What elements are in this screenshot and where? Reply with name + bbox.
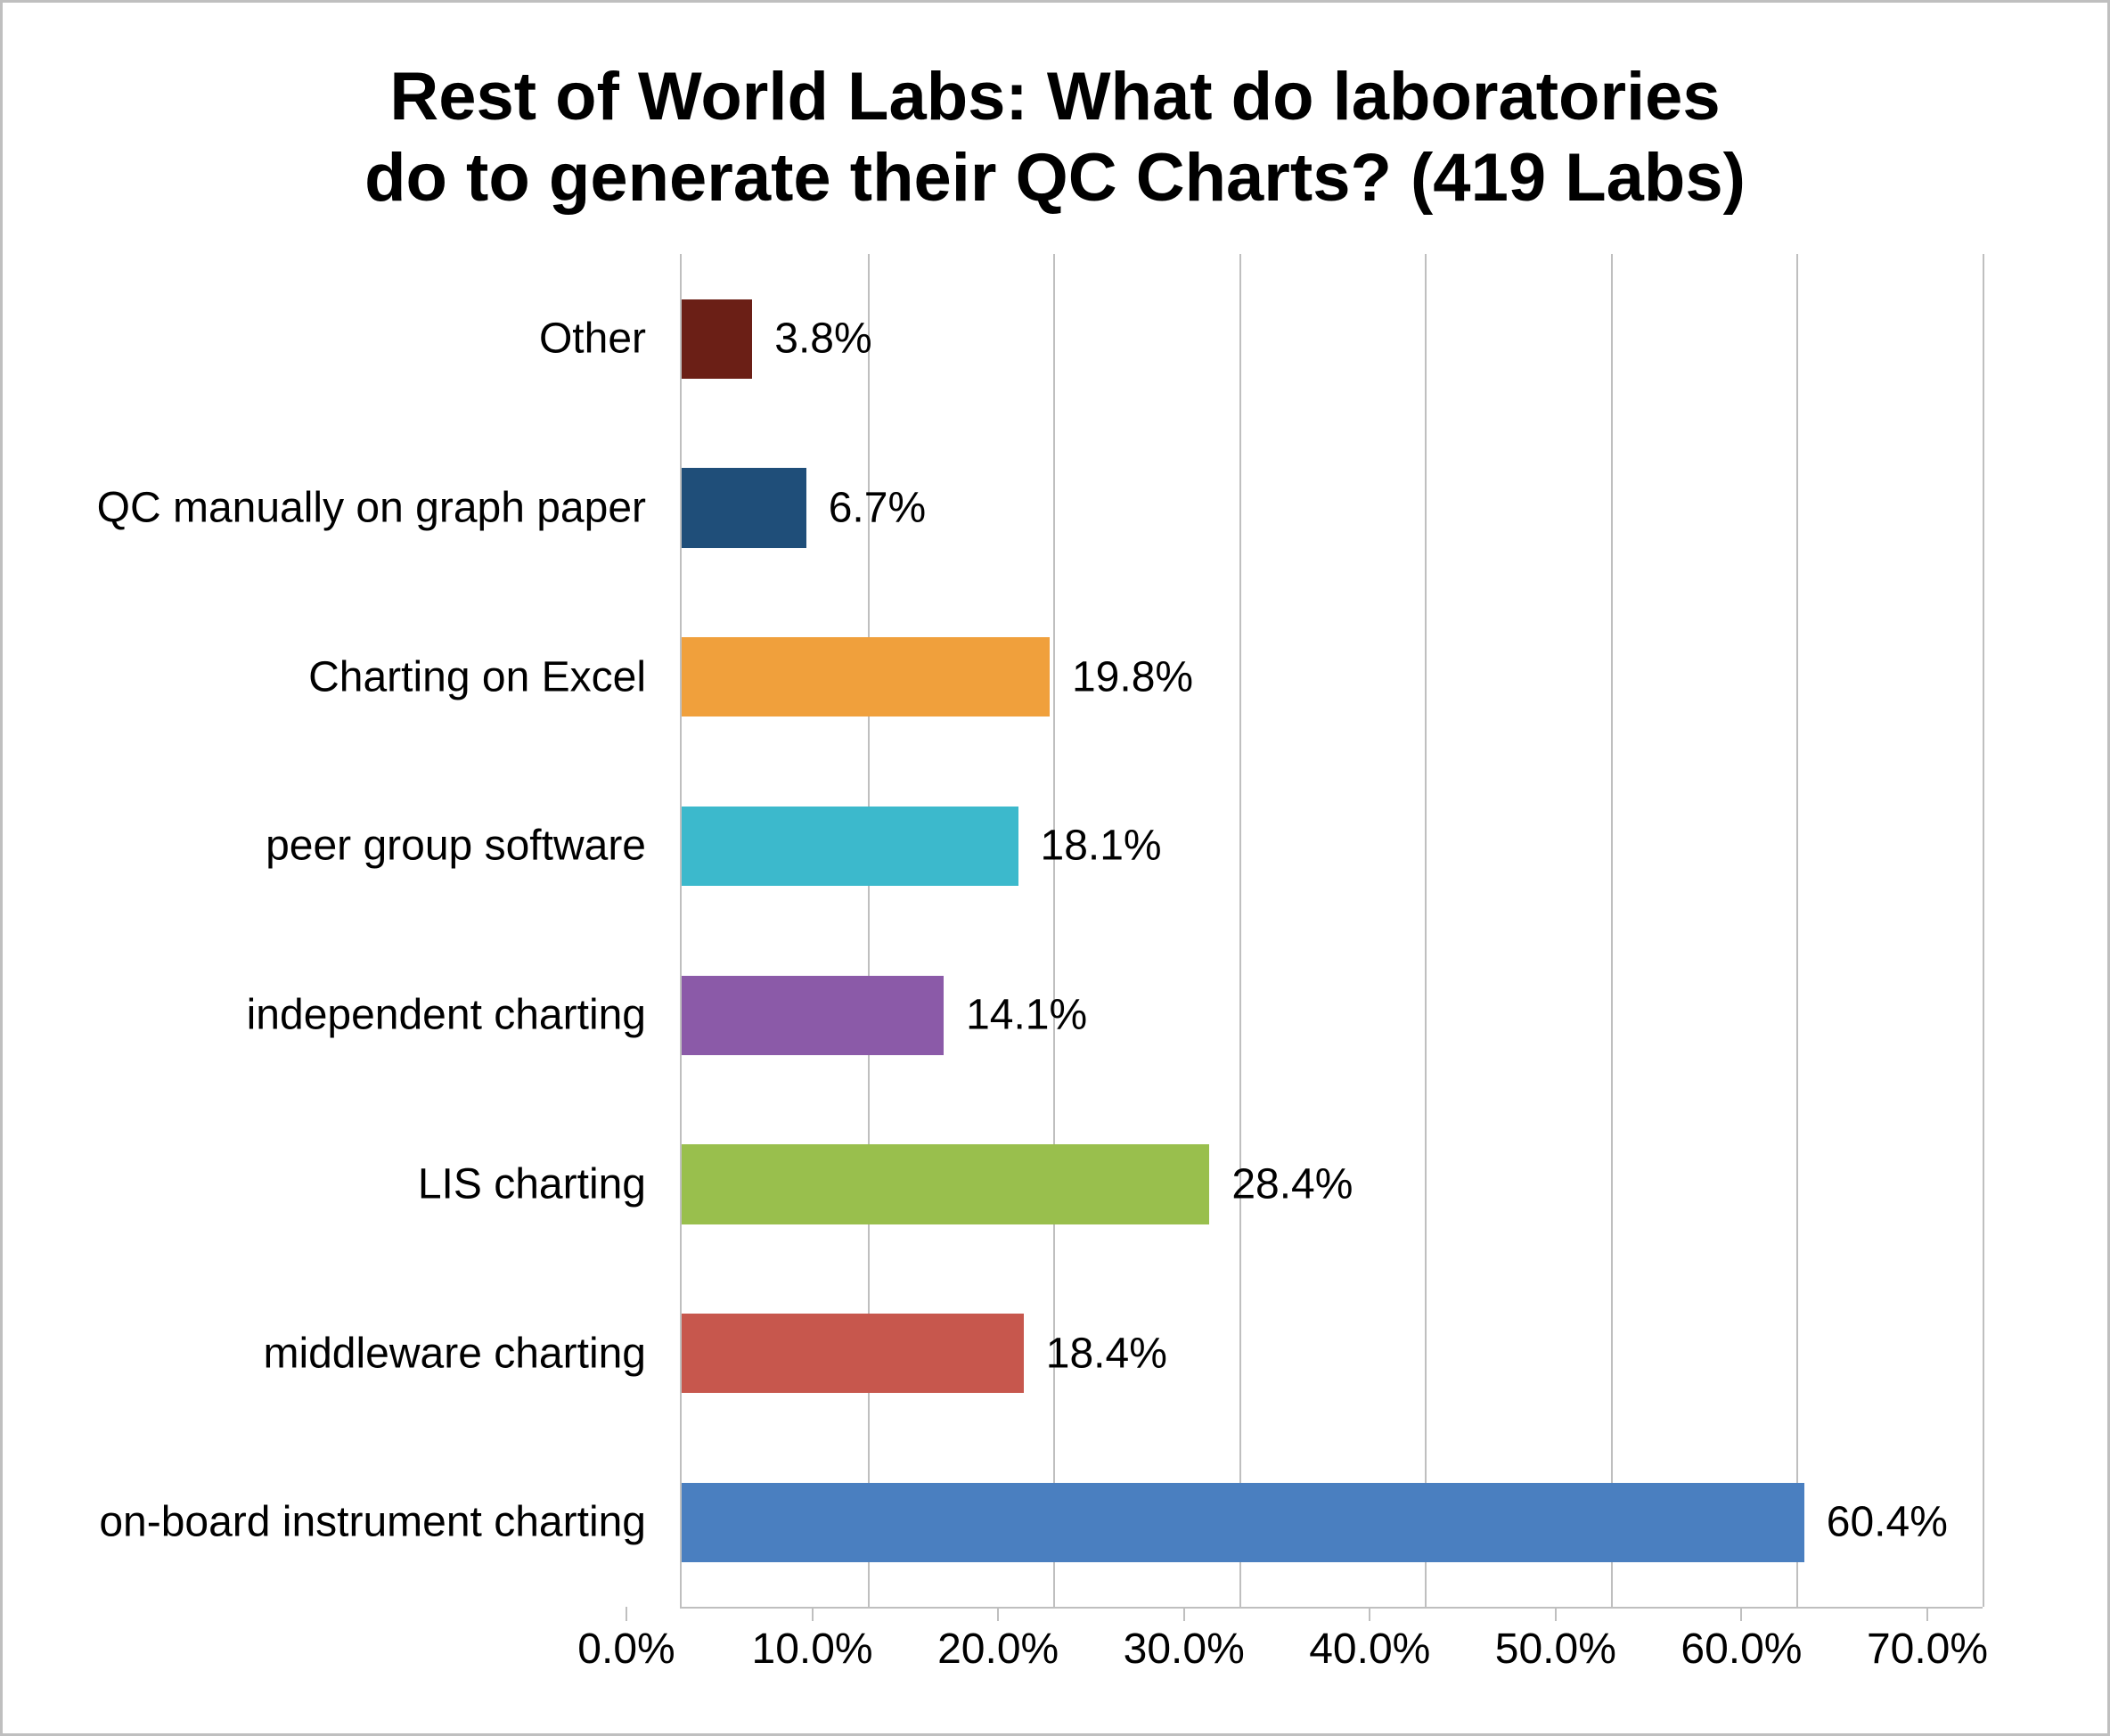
chart-title-line1: Rest of World Labs: What do laboratories (389, 59, 1720, 135)
category-label: Charting on Excel (308, 652, 646, 701)
x-tick-mark (1740, 1607, 1742, 1621)
x-tick-mark (997, 1607, 999, 1621)
gridline (1611, 254, 1613, 1607)
x-tick-label: 20.0% (937, 1625, 1059, 1674)
gridline (1239, 254, 1241, 1607)
bar: 14.1% (682, 976, 944, 1055)
bar-row: 28.4%LIS charting (682, 1144, 1983, 1224)
bar: 18.4% (682, 1314, 1024, 1393)
x-tick-label: 0.0% (577, 1625, 675, 1674)
x-axis: 0.0%10.0%20.0%30.0%40.0%50.0%60.0%70.0% (626, 1607, 2036, 1678)
x-tick-mark (626, 1607, 627, 1621)
bar-value-label: 19.8% (1072, 652, 1193, 701)
bar-value-label: 3.8% (774, 315, 871, 364)
category-label: LIS charting (418, 1159, 646, 1208)
gridline (1983, 254, 1984, 1607)
plot-area: 3.8%Other 6.7%QC manually on graph paper 1… (680, 254, 1983, 1609)
x-tick-label: 50.0% (1495, 1625, 1616, 1674)
bar: 19.8% (682, 637, 1050, 717)
bar: 6.7% (682, 468, 806, 547)
category-label: QC manually on graph paper (97, 483, 646, 532)
gridline (1053, 254, 1055, 1607)
x-tick-label: 40.0% (1309, 1625, 1430, 1674)
bar-value-label: 60.4% (1827, 1498, 1948, 1547)
gridline (1796, 254, 1798, 1607)
bar-row: 19.8%Charting on Excel (682, 637, 1983, 717)
bar: 60.4% (682, 1483, 1804, 1562)
bar-value-label: 18.4% (1046, 1329, 1167, 1378)
bar-row: 14.1%independent charting (682, 976, 1983, 1055)
chart-title: Rest of World Labs: What do laboratories… (56, 56, 2054, 218)
bar: 3.8% (682, 299, 752, 379)
category-label: independent charting (247, 991, 646, 1040)
bar-value-label: 28.4% (1231, 1159, 1353, 1208)
x-tick-label: 70.0% (1867, 1625, 1988, 1674)
x-tick-label: 10.0% (752, 1625, 873, 1674)
gridline (1425, 254, 1427, 1607)
bar: 28.4% (682, 1144, 1209, 1224)
chart-container: Rest of World Labs: What do laboratories… (0, 0, 2110, 1736)
bar-value-label: 6.7% (829, 483, 926, 532)
x-tick-label: 60.0% (1681, 1625, 1802, 1674)
x-tick-mark (1183, 1607, 1185, 1621)
category-label: on-board instrument charting (99, 1498, 646, 1547)
x-tick-mark (1926, 1607, 1928, 1621)
bar-row: 6.7%QC manually on graph paper (682, 468, 1983, 547)
chart-title-line2: do to generate their QC Charts? (419 Lab… (364, 140, 1746, 216)
x-tick-mark (1555, 1607, 1557, 1621)
x-tick-mark (1369, 1607, 1370, 1621)
bar-value-label: 14.1% (966, 991, 1087, 1040)
bar-row: 3.8%Other (682, 299, 1983, 379)
x-tick-label: 30.0% (1124, 1625, 1245, 1674)
gridline (868, 254, 870, 1607)
bar-row: 18.1%peer group software (682, 807, 1983, 886)
bar-row: 18.4%middleware charting (682, 1314, 1983, 1393)
category-label: middleware charting (263, 1329, 646, 1378)
category-label: peer group software (266, 822, 646, 871)
category-label: Other (539, 315, 646, 364)
bar: 18.1% (682, 807, 1018, 886)
bar-value-label: 18.1% (1041, 822, 1162, 871)
x-tick-mark (812, 1607, 814, 1621)
bar-row: 60.4%on-board instrument charting (682, 1483, 1983, 1562)
